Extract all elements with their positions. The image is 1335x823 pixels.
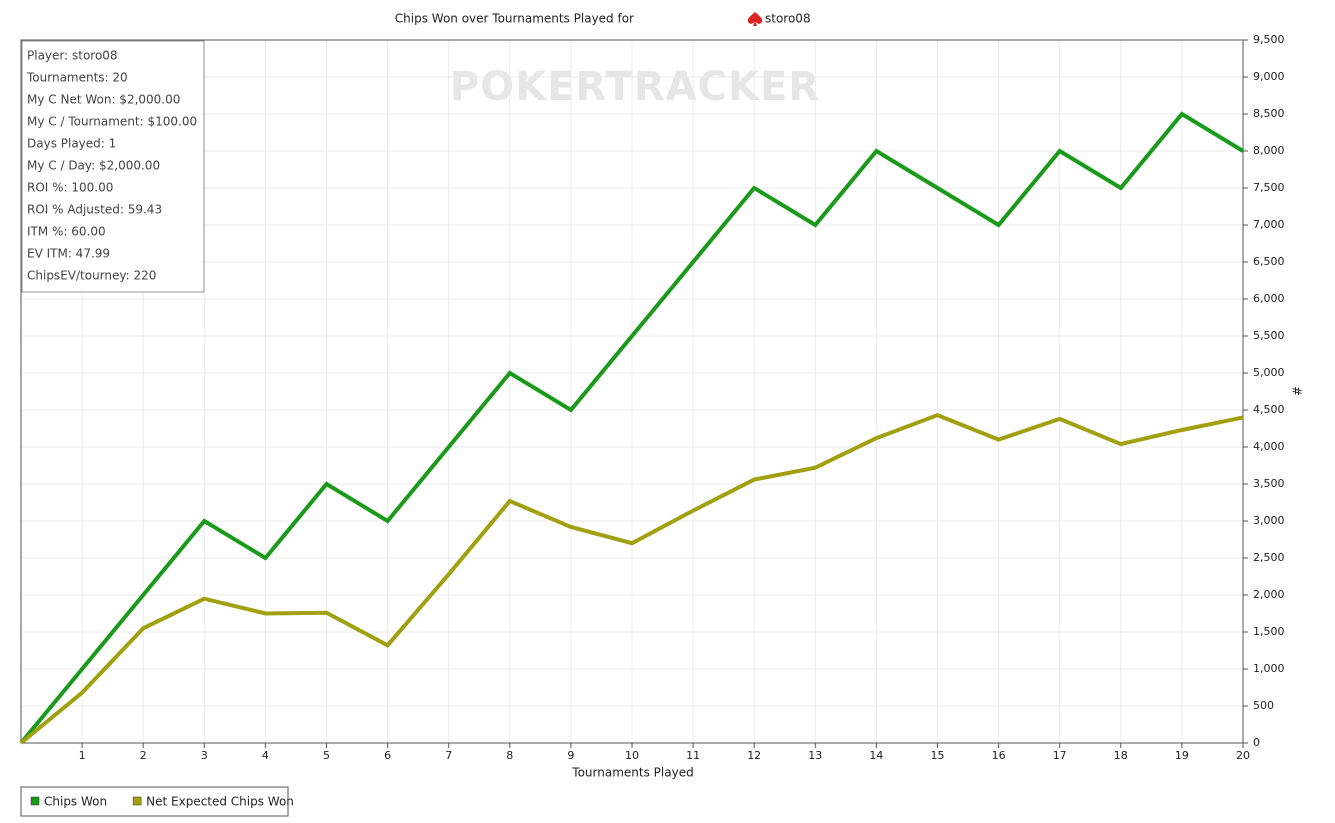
x-tick-label: 8 bbox=[506, 749, 513, 762]
y-tick-label: 5,500 bbox=[1253, 329, 1285, 342]
y-tick-label: 9,000 bbox=[1253, 70, 1285, 83]
x-tick-label: 9 bbox=[567, 749, 574, 762]
info-line: EV ITM: 47.99 bbox=[27, 247, 110, 261]
x-tick-label: 19 bbox=[1175, 749, 1189, 762]
x-tick-label: 3 bbox=[201, 749, 208, 762]
x-tick-label: 11 bbox=[686, 749, 700, 762]
x-tick-label: 20 bbox=[1236, 749, 1250, 762]
x-tick-label: 14 bbox=[869, 749, 883, 762]
y-tick-label: 4,500 bbox=[1253, 403, 1285, 416]
legend-label: Net Expected Chips Won bbox=[146, 795, 294, 809]
y-tick-label: 500 bbox=[1253, 699, 1274, 712]
x-tick-label: 12 bbox=[747, 749, 761, 762]
x-tick-label: 1 bbox=[79, 749, 86, 762]
x-tick-label: 17 bbox=[1053, 749, 1067, 762]
info-line: ChipsEV/tourney: 220 bbox=[27, 269, 156, 283]
y-tick-label: 3,000 bbox=[1253, 514, 1285, 527]
y-tick-label: 2,500 bbox=[1253, 551, 1285, 564]
legend-swatch bbox=[30, 796, 40, 806]
legend bbox=[20, 786, 289, 817]
x-tick-label: 6 bbox=[384, 749, 391, 762]
watermark: POKERTRACKER bbox=[450, 64, 820, 110]
info-line: ROI %: 100.00 bbox=[27, 181, 113, 195]
x-tick-label: 2 bbox=[140, 749, 147, 762]
y-axis-label: # bbox=[1290, 386, 1304, 396]
x-tick-label: 16 bbox=[992, 749, 1006, 762]
chart-title: Chips Won over Tournaments Played for bbox=[395, 12, 634, 26]
info-box bbox=[21, 40, 205, 293]
y-tick-label: 1,500 bbox=[1253, 625, 1285, 638]
info-line: Player: storo08 bbox=[27, 49, 118, 63]
spade-icon bbox=[747, 12, 763, 26]
series-line bbox=[19, 111, 1245, 745]
y-tick-label: 3,500 bbox=[1253, 477, 1285, 490]
x-tick-label: 15 bbox=[931, 749, 945, 762]
info-line: Days Played: 1 bbox=[27, 137, 116, 151]
x-tick-label: 13 bbox=[808, 749, 822, 762]
y-tick-label: 1,000 bbox=[1253, 662, 1285, 675]
y-tick-label: 9,500 bbox=[1253, 33, 1285, 46]
info-line: Tournaments: 20 bbox=[26, 71, 128, 85]
y-tick-label: 6,000 bbox=[1253, 292, 1285, 305]
y-tick-label: 6,500 bbox=[1253, 255, 1285, 268]
legend-label: Chips Won bbox=[44, 795, 107, 809]
x-tick-label: 4 bbox=[262, 749, 269, 762]
x-tick-label: 10 bbox=[625, 749, 639, 762]
x-tick-label: 5 bbox=[323, 749, 330, 762]
info-line: My C / Day: $2,000.00 bbox=[27, 159, 160, 173]
x-tick-label: 7 bbox=[445, 749, 452, 762]
info-line: My C / Tournament: $100.00 bbox=[27, 115, 197, 129]
y-tick-label: 2,000 bbox=[1253, 588, 1285, 601]
info-line: My C Net Won: $2,000.00 bbox=[27, 93, 180, 107]
y-tick-label: 7,000 bbox=[1253, 218, 1285, 231]
x-tick-label: 18 bbox=[1114, 749, 1128, 762]
y-tick-label: 8,500 bbox=[1253, 107, 1285, 120]
y-tick-label: 8,000 bbox=[1253, 144, 1285, 157]
chart-title-player: storo08 bbox=[765, 12, 811, 26]
y-tick-label: 7,500 bbox=[1253, 181, 1285, 194]
y-tick-label: 5,000 bbox=[1253, 366, 1285, 379]
series-line bbox=[19, 413, 1244, 745]
info-line: ROI % Adjusted: 59.43 bbox=[27, 203, 162, 217]
info-line: ITM %: 60.00 bbox=[27, 225, 106, 239]
y-tick-label: 4,000 bbox=[1253, 440, 1285, 453]
y-tick-label: 0 bbox=[1253, 736, 1260, 749]
x-axis-label: Tournaments Played bbox=[571, 766, 693, 780]
legend-swatch bbox=[132, 796, 142, 806]
